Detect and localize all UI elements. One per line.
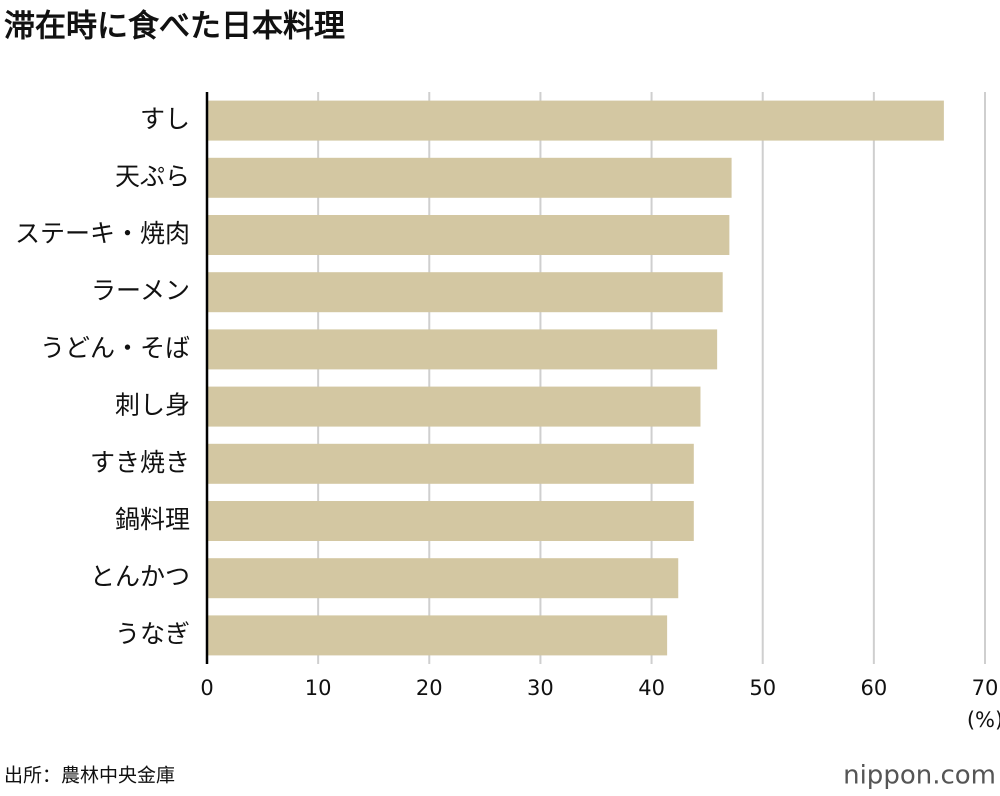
bar xyxy=(207,329,718,370)
x-tick-label: 20 xyxy=(416,676,443,700)
y-tick-label: すし xyxy=(140,105,190,134)
bar xyxy=(207,443,694,484)
bar xyxy=(207,157,732,198)
logo: nippon.com xyxy=(843,761,996,791)
bar xyxy=(207,558,679,599)
y-tick-label: すき焼き xyxy=(90,448,190,477)
bar xyxy=(207,215,730,255)
bar xyxy=(207,501,694,541)
chart-title: 滞在時に食べた日本料理 xyxy=(4,9,345,45)
y-tick-label: とんかつ xyxy=(90,562,190,591)
bar xyxy=(207,100,944,141)
y-tick-label: ラーメン xyxy=(91,276,190,305)
y-tick-label: 刺し身 xyxy=(115,391,190,420)
x-tick-label: 30 xyxy=(527,676,554,700)
x-tick-label: 50 xyxy=(749,676,776,700)
source: 出所：農林中央金庫 xyxy=(4,765,175,787)
x-tick-label: 70 xyxy=(972,676,999,700)
y-tick-label: 天ぷら xyxy=(115,162,190,191)
unit-label: (%) xyxy=(967,708,1000,732)
y-tick-label: ステーキ・焼肉 xyxy=(15,219,190,248)
y-tick-label: うどん・そば xyxy=(40,333,190,362)
x-tick-label: 40 xyxy=(638,676,665,700)
bar xyxy=(207,615,668,656)
x-tick-label: 60 xyxy=(860,676,887,700)
y-tick-label: 鍋料理 xyxy=(115,505,190,534)
bar xyxy=(207,386,701,427)
x-tick-label: 10 xyxy=(305,676,332,700)
bar xyxy=(207,272,723,313)
x-tick-label: 0 xyxy=(200,676,213,700)
y-tick-label: うなぎ xyxy=(115,619,190,648)
